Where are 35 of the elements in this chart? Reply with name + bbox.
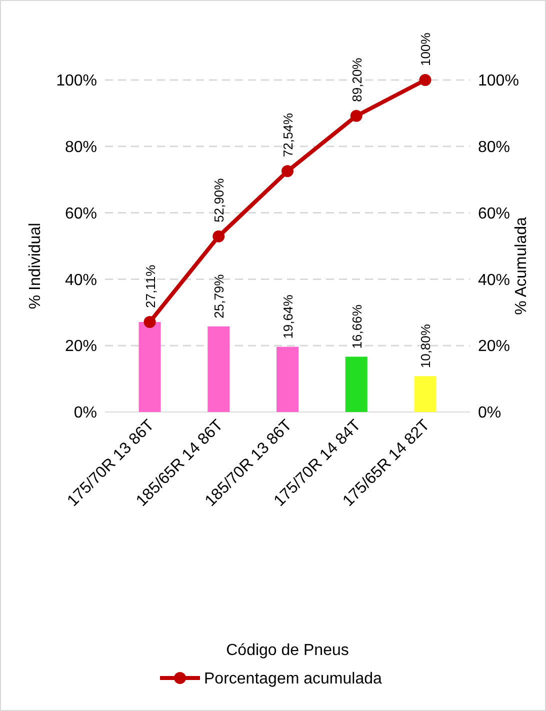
y2-tick-label: 40% bbox=[478, 272, 510, 289]
bar bbox=[345, 356, 368, 412]
data-label: 10,80% bbox=[418, 324, 434, 368]
data-label: 25,79% bbox=[212, 274, 227, 318]
y-tick-label: 60% bbox=[64, 205, 97, 222]
y2-tick-label: 80% bbox=[478, 139, 510, 156]
point bbox=[350, 110, 362, 122]
data-label: 72,54% bbox=[280, 112, 296, 158]
data-label: 52,90% bbox=[212, 178, 227, 222]
text: Código de Pneus bbox=[226, 642, 349, 659]
bar bbox=[138, 322, 161, 412]
y-axis-title: % Individual bbox=[27, 222, 44, 310]
data-label: 100% bbox=[418, 32, 434, 66]
data-label: 89,20% bbox=[349, 57, 364, 102]
data-label: 27,11% bbox=[142, 264, 158, 308]
y2-tick-label: 60% bbox=[478, 205, 510, 222]
y-tick-label: 0% bbox=[74, 404, 97, 422]
y2-tick-label: 100% bbox=[478, 72, 519, 90]
y2-tick-label: 0% bbox=[478, 404, 502, 422]
legend-label: Porcentagem acumulada bbox=[204, 670, 382, 688]
y2-tick-label: 20% bbox=[478, 338, 510, 356]
data-label: 16,66% bbox=[349, 304, 364, 349]
y-tick-label: 80% bbox=[64, 139, 97, 156]
y-tick-label: 40% bbox=[64, 272, 97, 289]
point bbox=[282, 165, 294, 178]
y-tick-label: 100% bbox=[56, 72, 97, 90]
point bbox=[419, 74, 432, 86]
point bbox=[144, 316, 156, 328]
y2-axis-title: % Acumulada bbox=[513, 216, 530, 315]
y-tick-label: 20% bbox=[64, 338, 97, 356]
bar bbox=[208, 326, 230, 412]
data-label: 19,64% bbox=[280, 294, 296, 339]
bar bbox=[276, 346, 298, 412]
bar bbox=[414, 376, 436, 412]
point bbox=[212, 230, 225, 242]
